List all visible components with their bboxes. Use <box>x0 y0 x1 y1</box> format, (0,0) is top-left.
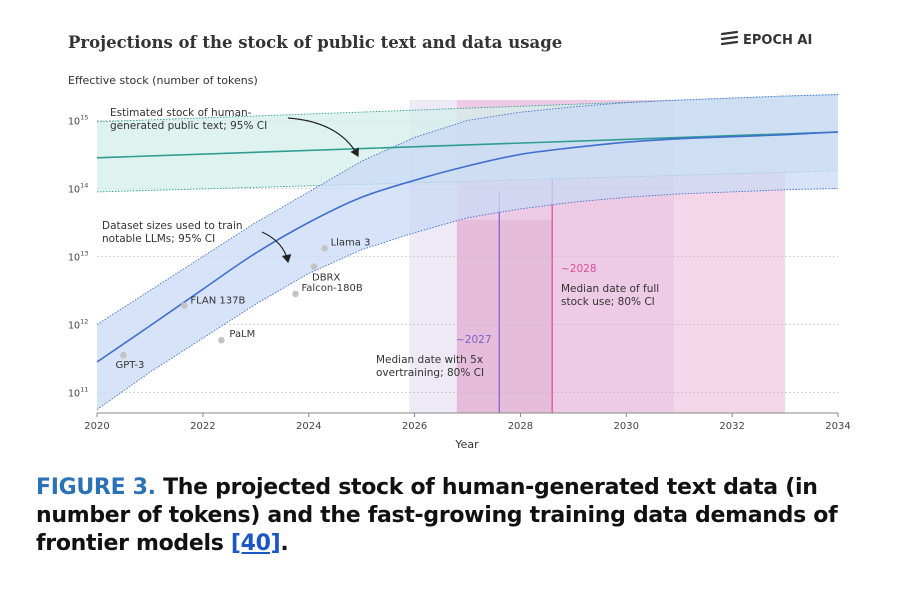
stock-ci-band-lower-edge <box>96 170 839 193</box>
dataset-label-line-2: notable LLMs; 95% CI <box>102 233 215 245</box>
model-point[interactable] <box>292 290 299 298</box>
annotations: Estimated stock of human- generated publ… <box>102 107 663 379</box>
dataset-label-line-1: Dataset sizes used to train <box>102 220 243 232</box>
brand-name: EPOCH AI <box>743 33 812 48</box>
reference-link[interactable]: [40] <box>230 531 281 556</box>
dataset-median-line <box>96 131 839 363</box>
model-point[interactable] <box>310 263 318 271</box>
model-label: PaLM <box>229 329 255 340</box>
y-tick-label: 1012 <box>68 318 88 332</box>
x-tick-label: 2032 <box>719 421 744 432</box>
overtrain-label: Median date with 5x overtraining; 80% CI <box>376 354 486 379</box>
model-label: Falcon-180B <box>301 283 362 294</box>
dataset-label-arrow <box>261 231 292 264</box>
x-tick-label: 2020 <box>84 421 109 432</box>
x-tick-label: 2024 <box>296 421 321 432</box>
stock-label-line-2: generated public text; 95% CI <box>110 120 267 132</box>
y-tick-label: 1011 <box>68 386 88 400</box>
y-tick-label: 1015 <box>68 113 88 127</box>
dataset-ci-band-upper-edge <box>96 94 839 325</box>
overtrain-label-line-2: overtraining; 80% CI <box>376 367 484 379</box>
model-point[interactable] <box>120 351 127 359</box>
chart: Projections of the stock of public text … <box>68 30 851 451</box>
x-tick-label: 2026 <box>402 421 427 432</box>
stock-label: Estimated stock of human- generated publ… <box>110 107 267 132</box>
dataset-label: Dataset sizes used to train notable LLMs… <box>102 220 246 245</box>
dataset-ci-band-lower-edge <box>96 188 839 410</box>
model-point[interactable] <box>321 245 328 252</box>
x-tick-label: 2034 <box>825 421 850 432</box>
y-tick-label: 1014 <box>68 181 88 195</box>
brand-logo: EPOCH AI <box>720 30 812 48</box>
overtrain-label-line-1: Median date with 5x <box>376 354 483 366</box>
fullstock-label-line-1: Median date of full <box>561 283 659 295</box>
fullstock-label: Median date of full stock use; 80% CI <box>561 283 663 308</box>
stock-label-arrow <box>287 117 359 158</box>
model-label: FLAN 137B <box>190 295 245 306</box>
x-tick-label: 2030 <box>614 421 639 432</box>
figure-label: FIGURE 3. <box>36 475 156 500</box>
stock-median-line <box>96 131 839 159</box>
chart-title: Projections of the stock of public text … <box>68 33 562 52</box>
model-label: GPT-3 <box>115 360 144 371</box>
model-point[interactable] <box>181 302 188 309</box>
x-tick-label: 2022 <box>190 421 215 432</box>
model-point[interactable] <box>218 336 225 344</box>
overtrain-marker-label: ~2027 <box>456 334 492 346</box>
x-tick-label: 2028 <box>508 421 533 432</box>
model-label: DBRX <box>312 273 341 284</box>
figure-caption: FIGURE 3. The projected stock of human-g… <box>36 474 876 558</box>
fullstock-label-line-2: stock use; 80% CI <box>561 296 655 308</box>
stock-ci-band-upper-edge <box>96 94 839 123</box>
stock-label-line-1: Estimated stock of human- <box>110 107 252 119</box>
y-tick-label: 1013 <box>68 250 88 264</box>
caption-end: . <box>280 531 289 556</box>
overtrain-inner-region <box>456 220 553 413</box>
fullstock-marker-label: ~2028 <box>561 263 597 275</box>
y-axis-label: Effective stock (number of tokens) <box>68 74 258 87</box>
x-axis-label: Year <box>454 438 479 451</box>
epoch-logo-icon <box>720 30 739 46</box>
dataset-ci-band <box>97 94 838 410</box>
caption-text: The projected stock of human-generated t… <box>36 475 838 556</box>
model-label: Llama 3 <box>331 237 371 248</box>
